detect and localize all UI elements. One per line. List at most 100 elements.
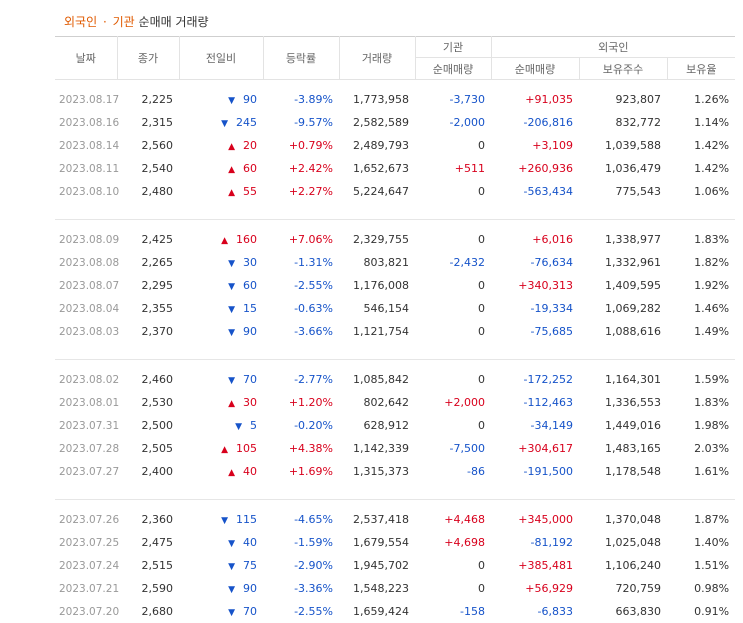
cell-foreign-net: +345,000 (491, 508, 579, 531)
cell-foreign-ratio: 1.14% (667, 111, 735, 134)
cell-rate: +0.79% (263, 134, 339, 157)
cell-inst-net: 0 (415, 320, 491, 343)
cell-change: ▼15 (179, 297, 263, 320)
cell-foreign-ratio: 1.98% (667, 414, 735, 437)
cell-volume: 1,121,754 (339, 320, 415, 343)
change-value: 70 (243, 373, 257, 386)
header-foreign-hold: 보유주수 (579, 58, 667, 80)
cell-foreign-hold: 1,036,479 (579, 157, 667, 180)
cell-close: 2,295 (117, 274, 179, 297)
cell-foreign-ratio: 1.42% (667, 157, 735, 180)
cell-volume: 628,912 (339, 414, 415, 437)
cell-foreign-net: -563,434 (491, 180, 579, 203)
cell-inst-net: +4,698 (415, 531, 491, 554)
cell-change: ▲ 160 (179, 228, 263, 251)
header-foreign-net: 순매매량 (491, 58, 579, 80)
cell-volume: 546,154 (339, 297, 415, 320)
cell-change: ▲60 (179, 157, 263, 180)
cell-volume: 5,224,647 (339, 180, 415, 203)
cell-date: 2023.07.20 (55, 600, 117, 623)
cell-foreign-hold: 1,025,048 (579, 531, 667, 554)
cell-date: 2023.08.11 (55, 157, 117, 180)
down-triangle-icon: ▼ (228, 608, 235, 618)
trading-table: 날짜 종가 전일비 등락률 거래량 기관 외국인 순매매량 순매매량 보유주수 … (55, 36, 735, 623)
cell-foreign-ratio: 1.51% (667, 554, 735, 577)
cell-foreign-net: +91,035 (491, 88, 579, 111)
cell-rate: -0.20% (263, 414, 339, 437)
cell-date: 2023.08.01 (55, 391, 117, 414)
cell-close: 2,425 (117, 228, 179, 251)
cell-date: 2023.08.08 (55, 251, 117, 274)
cell-change: ▼ 70 (179, 600, 263, 623)
cell-change: ▼245 (179, 111, 263, 134)
cell-change: ▼5 (179, 414, 263, 437)
cell-foreign-hold: 1,483,165 (579, 437, 667, 460)
cell-inst-net: 0 (415, 228, 491, 251)
cell-close: 2,560 (117, 134, 179, 157)
change-value: 70 (243, 605, 257, 618)
cell-foreign-net: -34,149 (491, 414, 579, 437)
cell-volume: 802,642 (339, 391, 415, 414)
cell-foreign-net: -76,634 (491, 251, 579, 274)
cell-change: ▲30 (179, 391, 263, 414)
down-triangle-icon: ▼ (228, 282, 235, 292)
down-triangle-icon: ▼ (228, 585, 235, 595)
change-value: 160 (236, 233, 257, 246)
cell-foreign-ratio: 1.06% (667, 180, 735, 203)
cell-rate: -0.63% (263, 297, 339, 320)
cell-foreign-hold: 1,336,553 (579, 391, 667, 414)
cell-volume: 1,315,373 (339, 460, 415, 483)
cell-date: 2023.08.16 (55, 111, 117, 134)
cell-close: 2,315 (117, 111, 179, 134)
change-value: 115 (236, 513, 257, 526)
cell-inst-net: 0 (415, 134, 491, 157)
header-rate: 등락률 (263, 37, 339, 80)
cell-rate: +2.27% (263, 180, 339, 203)
up-triangle-icon: ▲ (228, 468, 235, 478)
cell-volume: 1,945,702 (339, 554, 415, 577)
change-value: 75 (243, 559, 257, 572)
cell-date: 2023.08.09 (55, 228, 117, 251)
down-triangle-icon: ▼ (228, 96, 235, 106)
group-spacer (55, 360, 735, 369)
cell-change: ▲ 40 (179, 460, 263, 483)
cell-foreign-ratio: 1.92% (667, 274, 735, 297)
down-triangle-icon: ▼ (228, 539, 235, 549)
cell-foreign-hold: 1,088,616 (579, 320, 667, 343)
group-spacer (55, 500, 735, 509)
up-triangle-icon: ▲ (221, 236, 228, 246)
cell-rate: -3.89% (263, 88, 339, 111)
cell-close: 2,530 (117, 391, 179, 414)
down-triangle-icon: ▼ (228, 376, 235, 386)
cell-inst-net: 0 (415, 554, 491, 577)
change-value: 55 (243, 185, 257, 198)
cell-inst-net: -2,000 (415, 111, 491, 134)
up-triangle-icon: ▲ (228, 399, 235, 409)
cell-rate: -1.31% (263, 251, 339, 274)
down-triangle-icon: ▼ (221, 516, 228, 526)
cell-foreign-net: -81,192 (491, 531, 579, 554)
change-value: 40 (243, 465, 257, 478)
cell-date: 2023.07.25 (55, 531, 117, 554)
caption-separator: · (103, 15, 107, 29)
cell-close: 2,460 (117, 368, 179, 391)
cell-date: 2023.07.27 (55, 460, 117, 483)
cell-foreign-net: -206,816 (491, 111, 579, 134)
cell-inst-net: 0 (415, 297, 491, 320)
group-spacer (55, 220, 735, 229)
cell-foreign-ratio: 1.40% (667, 531, 735, 554)
cell-volume: 1,142,339 (339, 437, 415, 460)
cell-foreign-hold: 1,332,961 (579, 251, 667, 274)
cell-date: 2023.07.26 (55, 508, 117, 531)
cell-close: 2,355 (117, 297, 179, 320)
cell-inst-net: 0 (415, 414, 491, 437)
cell-date: 2023.08.03 (55, 320, 117, 343)
header-close: 종가 (117, 37, 179, 80)
cell-foreign-net: +3,109 (491, 134, 579, 157)
